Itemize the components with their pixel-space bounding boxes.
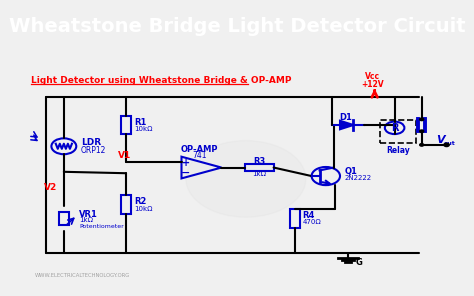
Bar [245,165,273,171]
Bar [380,120,416,143]
Circle shape [419,130,424,133]
Polygon shape [340,121,353,129]
Text: G: G [356,258,363,267]
Text: V: V [436,135,445,145]
Text: ORP12: ORP12 [81,146,106,155]
Text: Q1: Q1 [345,167,357,176]
Text: Relay: Relay [386,146,410,155]
Text: VR1: VR1 [79,210,98,219]
Circle shape [186,141,306,217]
Circle shape [419,144,424,146]
Text: 1kΩ: 1kΩ [79,217,93,223]
Text: Potentiometer: Potentiometer [79,224,124,229]
Text: +12V: +12V [361,80,384,89]
Text: 2N2222: 2N2222 [345,175,372,181]
Circle shape [419,118,424,120]
Text: R2: R2 [134,197,146,206]
Text: −: − [181,167,191,177]
Text: 10kΩ: 10kΩ [134,126,153,132]
Text: R: R [391,123,398,133]
Text: OP-AMP: OP-AMP [181,145,218,155]
Text: 10kΩ: 10kΩ [134,206,153,212]
Text: Wheatstone Bridge Light Detector Circuit: Wheatstone Bridge Light Detector Circuit [9,17,465,36]
Bar [59,212,69,225]
Text: LDR: LDR [81,138,101,147]
Bar [121,116,131,134]
Text: V2: V2 [44,183,57,192]
Text: R3: R3 [253,157,265,166]
Text: 741: 741 [192,151,207,160]
Text: 1kΩ: 1kΩ [252,171,266,177]
Text: WWW.ELECTRICALTECHNOLOGY.ORG: WWW.ELECTRICALTECHNOLOGY.ORG [35,274,130,279]
Bar [121,195,131,214]
Text: Light Detector using Wheatstone Bridge & OP-AMP: Light Detector using Wheatstone Bridge &… [30,76,291,85]
Text: Vcc: Vcc [365,72,380,81]
Text: R1: R1 [134,118,146,127]
Text: D1: D1 [339,112,352,122]
Bar [290,209,300,228]
Circle shape [444,143,449,147]
Text: 470Ω: 470Ω [303,219,321,225]
Text: R4: R4 [303,211,315,220]
Text: out: out [444,141,455,146]
Text: V1: V1 [118,152,131,160]
Text: +: + [182,158,190,168]
